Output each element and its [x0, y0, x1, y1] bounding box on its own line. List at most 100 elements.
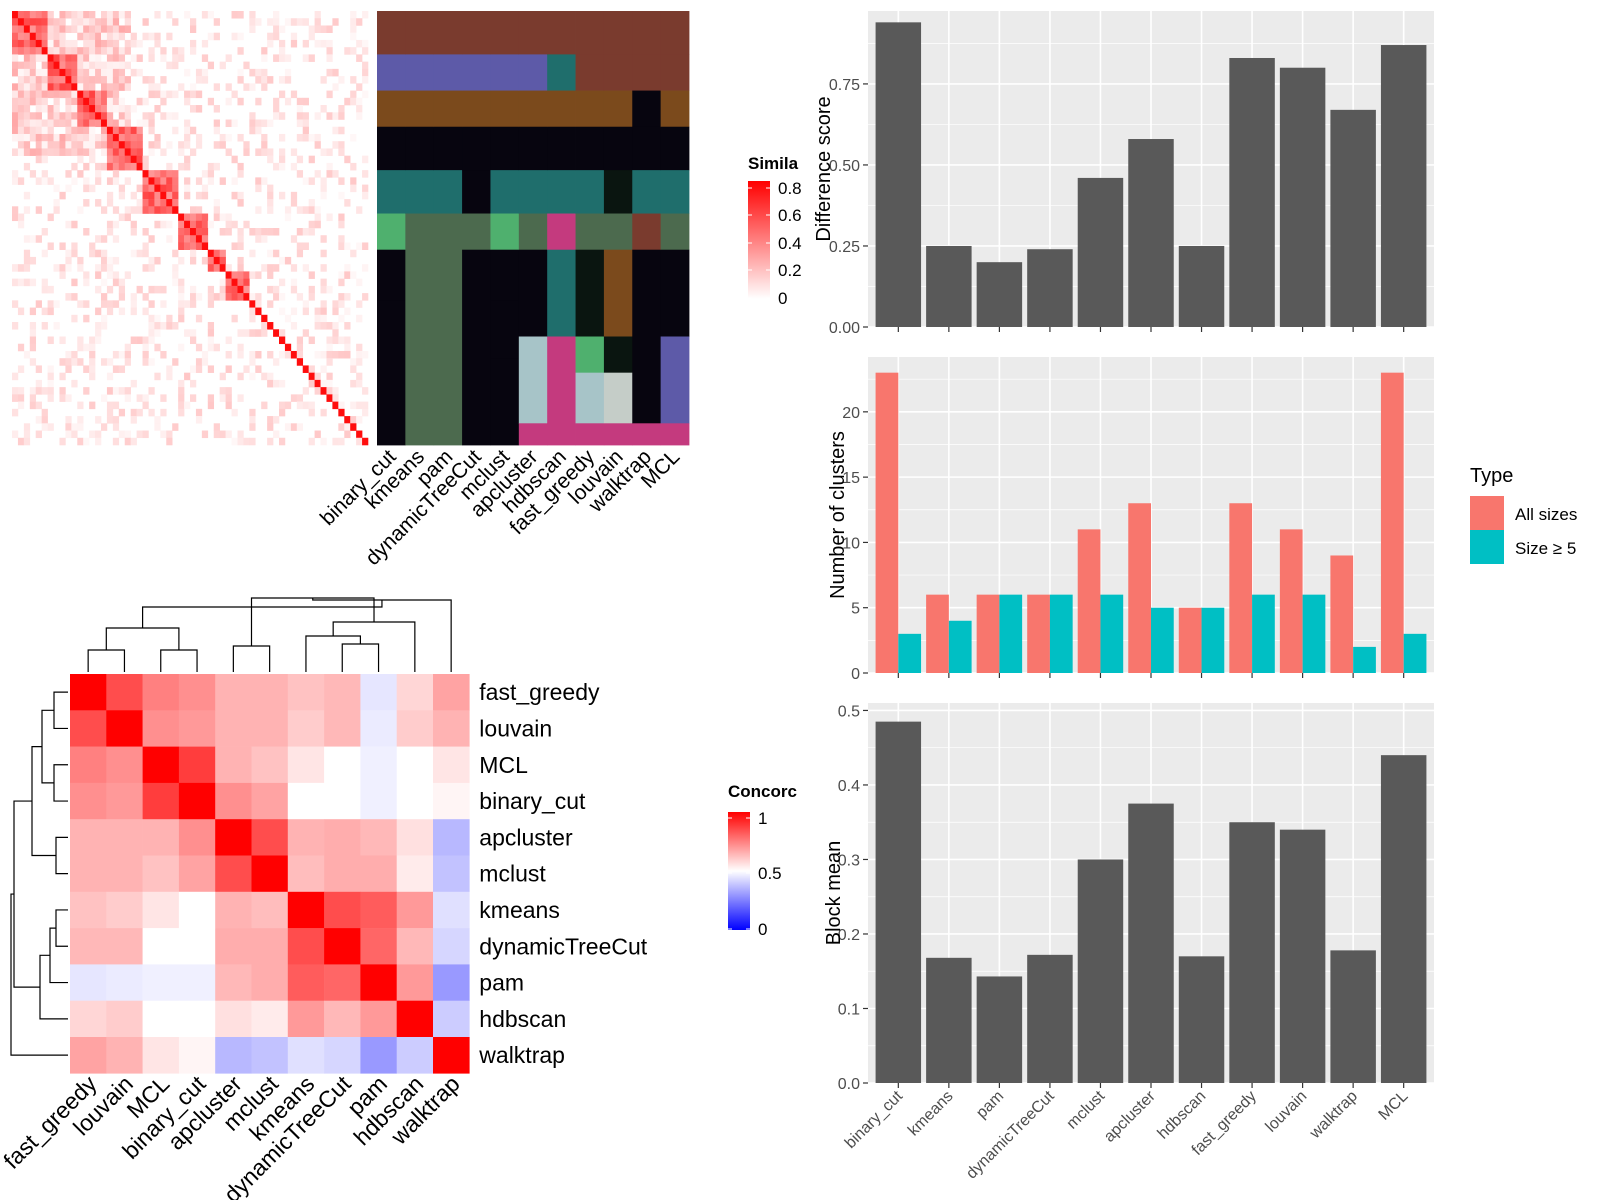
similarity-cell	[65, 68, 72, 77]
similarity-cell	[344, 322, 351, 330]
similarity-cell	[130, 293, 137, 301]
similarity-cell	[201, 213, 209, 222]
similarity-cell	[23, 39, 31, 48]
similarity-cell	[237, 76, 244, 84]
assignment-block	[660, 170, 690, 214]
similarity-cell	[142, 184, 149, 193]
similarity-cell	[302, 329, 309, 337]
similarity-cell	[356, 437, 363, 446]
similarity-cell	[350, 133, 357, 142]
similarity-cell	[17, 365, 25, 373]
similarity-cell	[154, 372, 161, 381]
similarity-cell	[124, 155, 131, 164]
similarity-cell	[344, 97, 351, 106]
similarity-cell	[41, 285, 48, 294]
similarity-cell	[47, 90, 54, 99]
similarity-cell	[23, 126, 31, 135]
similarity-cell	[83, 343, 90, 352]
similarity-cell	[261, 47, 268, 55]
y-tick-label: 0.4	[838, 778, 860, 795]
concordance-cell	[178, 928, 216, 965]
similarity-cell	[308, 285, 315, 294]
similarity-cell	[184, 235, 191, 243]
similarity-cell	[296, 358, 304, 366]
concordance-cell	[287, 855, 325, 893]
assignment-block	[575, 90, 605, 128]
similarity-cell	[112, 300, 120, 308]
similarity-cell	[41, 278, 48, 287]
y-tick-label: 0.50	[829, 158, 860, 175]
concordance-cell	[215, 1037, 252, 1074]
similarity-cell	[356, 18, 363, 26]
similarity-cell	[17, 39, 25, 48]
similarity-cell	[213, 213, 220, 222]
similarity-cell	[23, 90, 31, 99]
similarity-cell	[362, 264, 369, 272]
similarity-cell	[47, 105, 54, 113]
similarity-cell	[362, 47, 369, 55]
similarity-cell	[118, 25, 126, 33]
y-tick-label: 0.2	[838, 927, 860, 944]
similarity-cell	[12, 39, 19, 48]
similarity-cell	[201, 170, 209, 178]
similarity-cell	[35, 148, 42, 156]
similarity-cell	[77, 83, 84, 91]
similarity-cell	[23, 191, 31, 200]
similarity-cell	[41, 307, 48, 316]
assignment-block	[433, 213, 463, 251]
similarity-cell	[326, 148, 333, 156]
similarity-cell	[89, 47, 96, 55]
similarity-cell	[344, 350, 351, 359]
similarity-cell	[101, 293, 108, 301]
similarity-cell	[106, 133, 114, 142]
concordance-cell	[215, 674, 252, 711]
similarity-cell	[267, 18, 274, 26]
similarity-cell	[112, 170, 120, 178]
similarity-cell	[320, 350, 327, 359]
similarity-cell	[95, 416, 102, 424]
similarity-cell	[124, 119, 131, 128]
similarity-cell	[231, 242, 238, 250]
similarity-cell	[172, 206, 179, 214]
similarity-cell	[314, 11, 321, 19]
concordance-legend: Concorc 10.50	[728, 782, 797, 939]
similarity-cell	[237, 228, 244, 236]
y-tick-label: 0.5	[838, 703, 860, 720]
similarity-cell	[130, 206, 137, 214]
similarity-cell	[148, 184, 155, 193]
similarity-cell	[41, 68, 48, 77]
similarity-cell	[77, 343, 84, 352]
similarity-cell	[219, 133, 226, 142]
concordance-cell	[70, 928, 107, 965]
concordance-cell	[360, 928, 397, 965]
similarity-cell	[195, 206, 203, 214]
similarity-cell	[136, 54, 143, 62]
similarity-cell	[267, 39, 274, 48]
similarity-cell	[231, 90, 238, 99]
similarity-cell	[17, 105, 25, 113]
similarity-cell	[23, 119, 31, 128]
similarity-cell	[213, 256, 220, 265]
similarity-cell	[326, 358, 333, 366]
similarity-cell	[77, 61, 84, 70]
similarity-cell	[101, 423, 108, 431]
similarity-cell	[95, 97, 102, 106]
similarity-cell	[118, 213, 126, 222]
similarity-cell	[95, 336, 102, 345]
similarity-cell	[148, 336, 155, 345]
similarity-cell	[296, 155, 304, 164]
similarity-cell	[356, 300, 363, 308]
similarity-cell	[261, 76, 268, 84]
similarity-cell	[225, 213, 232, 222]
similarity-cell	[320, 314, 327, 323]
assignment-block	[603, 336, 633, 374]
similarity-cell	[130, 148, 137, 156]
similarity-cell	[59, 358, 66, 366]
similarity-cell	[255, 350, 262, 359]
similarity-cell	[207, 300, 215, 308]
similarity-cell	[71, 112, 78, 120]
similarity-cell	[53, 68, 60, 77]
similarity-cell	[172, 249, 179, 258]
similarity-cell	[350, 184, 357, 193]
similarity-cell	[41, 11, 48, 19]
